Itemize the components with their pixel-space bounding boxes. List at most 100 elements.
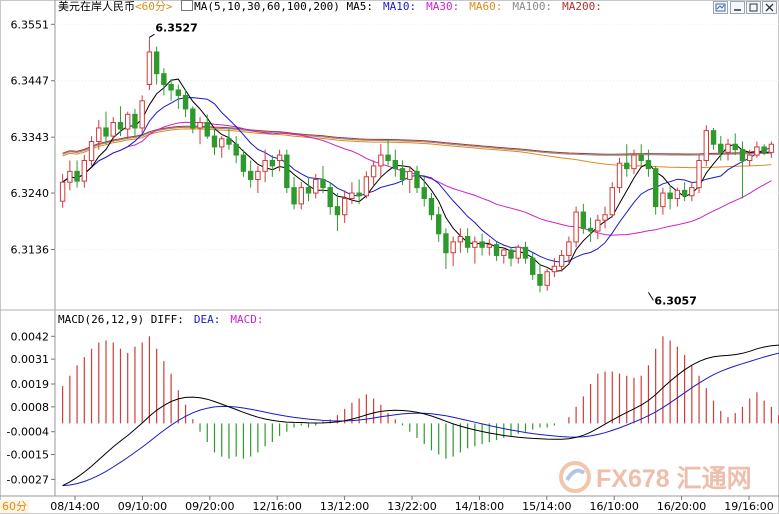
price-tick-label: 6.3343 — [11, 131, 50, 144]
candle-body — [645, 160, 652, 170]
candle-body — [739, 149, 746, 161]
candle-body — [746, 154, 753, 162]
macd-tick-label: -0.0015 — [7, 449, 49, 462]
chart-toggle-icon — [715, 3, 726, 12]
period-selector[interactable]: <60分> — [135, 0, 173, 13]
legend-item: DEA: — [193, 313, 221, 326]
candle-body — [508, 249, 514, 259]
legend-item: MA30: — [426, 0, 460, 13]
annotation-leader — [648, 292, 654, 301]
candle-body — [674, 189, 681, 199]
candle-body — [486, 244, 493, 248]
candle-body — [435, 214, 442, 235]
ma200-line — [62, 125, 772, 155]
candle-body — [132, 113, 138, 129]
x-tick-label: 12/16:00 — [252, 500, 301, 513]
candle-body — [67, 170, 73, 183]
x-tick-label: 14/18:00 — [455, 500, 504, 513]
x-tick-label: 13/12:00 — [320, 500, 369, 513]
toolbar-minimize[interactable] — [730, 1, 745, 14]
candle-body — [320, 178, 326, 189]
candle-body — [414, 170, 420, 189]
candle-body — [240, 154, 247, 172]
x-tick-label: 19/16:00 — [724, 500, 773, 513]
candle-body — [103, 127, 109, 137]
annotation-label: 6.3527 — [155, 21, 197, 34]
ma100-line — [62, 126, 772, 156]
macd-tick-label: 0.0031 — [11, 353, 50, 366]
candle-body — [204, 122, 210, 137]
toolbar-close[interactable] — [762, 1, 777, 14]
candle-body — [718, 143, 724, 153]
macd-legend: DIFF: DEA: MACD: — [151, 313, 274, 326]
candle-body — [313, 178, 319, 194]
x-tick-label: 16/20:00 — [657, 500, 706, 513]
ma-params: MA(5,10,30,60,100,200) — [194, 0, 340, 13]
ma-indicator-icon[interactable] — [181, 0, 194, 11]
macd-tick-label: 0.0042 — [11, 330, 50, 343]
candle-body — [616, 162, 623, 189]
macd-tick-label: 0.0019 — [11, 378, 50, 391]
minimize-icon — [734, 9, 741, 11]
candle-body — [421, 187, 427, 199]
chart-header: 美元在岸人民币<60分> MA(5,10,30,60,100,200) MA5:… — [58, 0, 612, 14]
candle-body — [472, 241, 478, 248]
candle-body — [457, 235, 464, 243]
candle-body — [558, 254, 565, 267]
candle-body — [226, 138, 232, 145]
candle-body — [602, 214, 608, 221]
candle-body — [139, 100, 145, 129]
candle-body — [334, 206, 341, 216]
restore-icon — [749, 3, 758, 12]
candle-body — [696, 160, 702, 189]
candle-body — [197, 122, 203, 129]
candle-body — [725, 143, 731, 153]
watermark-logo-icon — [559, 461, 591, 493]
candle-body — [703, 130, 709, 162]
candle-body — [298, 187, 304, 205]
price-tick-label: 6.3551 — [11, 18, 50, 31]
toolbar-restore[interactable] — [746, 1, 761, 14]
candle-body — [168, 84, 174, 91]
x-tick-label: 08/14:00 — [50, 500, 99, 513]
legend-item: DIFF: — [150, 313, 184, 326]
price-tick-label: 6.3240 — [11, 187, 50, 200]
candle-body — [515, 246, 521, 259]
candle-body — [284, 154, 290, 189]
candle-body — [667, 192, 673, 199]
candle-body — [428, 197, 435, 216]
toolbar-chart-toggle[interactable] — [713, 1, 728, 14]
candle-body — [117, 122, 124, 130]
candle-body — [59, 181, 66, 202]
ma60-line — [62, 128, 772, 169]
x-tick-label: 09/10:00 — [118, 500, 167, 513]
candle-body — [88, 141, 95, 162]
x-tick-label: 09/20:00 — [185, 500, 234, 513]
legend-item: MA60: — [469, 0, 503, 13]
candle-body — [609, 187, 615, 216]
candle-body — [74, 170, 80, 182]
candle-body — [681, 189, 688, 197]
candle-body — [566, 241, 572, 256]
macd-tick-label: 0.0008 — [11, 401, 50, 414]
annotation-leader — [149, 33, 155, 38]
legend-item: MA10: — [382, 0, 417, 13]
candle-body — [153, 51, 160, 75]
macd-header: MACD(26,12,9) DIFF: DEA: MACD: — [58, 313, 273, 327]
candle-body — [631, 154, 637, 170]
candle-body — [652, 168, 659, 208]
candle-body — [710, 130, 717, 145]
close-icon — [765, 3, 774, 12]
candle-body — [392, 160, 399, 170]
x-tick-label: 16/10:00 — [589, 500, 638, 513]
candle-body — [530, 257, 536, 275]
candle-body — [190, 108, 196, 129]
instrument-title: 美元在岸人民币 — [58, 0, 135, 13]
candle-body — [537, 273, 543, 286]
candle-body — [125, 113, 131, 130]
candle-body — [443, 233, 449, 254]
period-footer[interactable]: 60分 — [0, 500, 29, 513]
candle-body — [450, 241, 456, 254]
